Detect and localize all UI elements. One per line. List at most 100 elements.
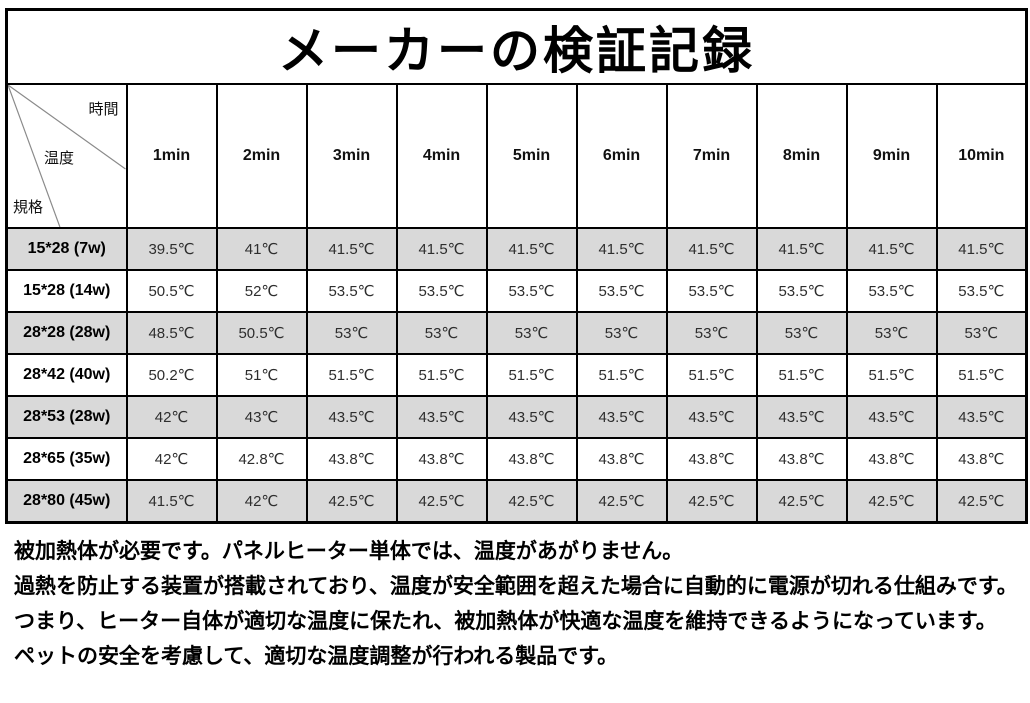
temp-cell: 53.5℃: [305, 269, 398, 313]
corner-header-cell: 時間 温度 規格: [5, 83, 128, 229]
column-header-4min: 4min: [395, 83, 488, 229]
temp-cell: 42℃: [125, 437, 218, 481]
temp-cell: 50.2℃: [125, 353, 218, 397]
temp-cell: 53.5℃: [575, 269, 668, 313]
note-line-2: 過熱を防止する装置が搭載されており、温度が安全範囲を超えた場合に自動的に電源が切…: [14, 575, 1018, 598]
temp-cell: 43.8℃: [485, 437, 578, 481]
temp-cell: 42.5℃: [665, 479, 758, 523]
note-line-4: ペットの安全を考慮して、適切な温度調整が行われる製品です。: [14, 645, 619, 668]
column-header-3min: 3min: [305, 83, 398, 229]
row-spec-label: 15*28 (7w): [5, 227, 128, 271]
temp-cell: 53.5℃: [485, 269, 578, 313]
temp-cell: 43.5℃: [935, 395, 1028, 439]
row-spec-label: 28*28 (28w): [5, 311, 128, 355]
temp-cell: 52℃: [215, 269, 308, 313]
temp-cell: 53.5℃: [665, 269, 758, 313]
temp-cell: 42℃: [125, 395, 218, 439]
temp-cell: 41.5℃: [755, 227, 848, 271]
temp-cell: 43.8℃: [935, 437, 1028, 481]
temp-cell: 51.5℃: [575, 353, 668, 397]
row-spec-label: 28*80 (45w): [5, 479, 128, 523]
temp-cell: 50.5℃: [125, 269, 218, 313]
temp-cell: 41.5℃: [485, 227, 578, 271]
temp-cell: 42.5℃: [755, 479, 848, 523]
corner-spec-label: 規格: [13, 199, 44, 216]
table-row: 15*28 (14w) 50.5℃ 52℃ 53.5℃ 53.5℃ 53.5℃ 53.5℃ 5…: [5, 269, 1028, 313]
row-spec-label: 15*28 (14w): [5, 269, 128, 313]
temp-cell: 53.5℃: [395, 269, 488, 313]
temp-cell: 51.5℃: [305, 353, 398, 397]
temp-cell: 43.5℃: [305, 395, 398, 439]
diagonal-divider-lines: [8, 86, 125, 226]
column-header-10min: 10min: [935, 83, 1028, 229]
column-header-8min: 8min: [755, 83, 848, 229]
table-row: 28*53 (28w) 42℃ 43℃ 43.5℃ 43.5℃ 43.5℃ 43.5℃ 43.…: [5, 395, 1028, 439]
temp-cell: 43.5℃: [485, 395, 578, 439]
temp-cell: 42.5℃: [485, 479, 578, 523]
column-header-7min: 7min: [665, 83, 758, 229]
temp-cell: 43.8℃: [305, 437, 398, 481]
temp-cell: 43.8℃: [755, 437, 848, 481]
page-title: メーカーの検証記録: [5, 8, 1028, 85]
temp-cell: 41.5℃: [575, 227, 668, 271]
temp-cell: 43.8℃: [665, 437, 758, 481]
title-row: メーカーの検証記録: [5, 8, 1028, 85]
header-row: 時間 温度 規格 1min 2min 3min 4min 5min 6min 7min 8mi…: [5, 83, 1028, 229]
table-row: 28*65 (35w) 42℃ 42.8℃ 43.8℃ 43.8℃ 43.8℃ 43.8℃ 4…: [5, 437, 1028, 481]
temp-cell: 51.5℃: [935, 353, 1028, 397]
temp-cell: 41.5℃: [395, 227, 488, 271]
temp-cell: 42.5℃: [935, 479, 1028, 523]
temp-cell: 43.5℃: [575, 395, 668, 439]
table-row: 28*28 (28w) 48.5℃ 50.5℃ 53℃ 53℃ 53℃ 53℃ 53℃ 53℃ 5…: [5, 311, 1028, 355]
temp-cell: 42℃: [215, 479, 308, 523]
temp-cell: 51.5℃: [395, 353, 488, 397]
temp-cell: 43.5℃: [395, 395, 488, 439]
temp-cell: 42.5℃: [305, 479, 398, 523]
temp-cell: 53.5℃: [845, 269, 938, 313]
verification-table: メーカーの検証記録 時間 温度 規格 1min 2min 3min 4min 5min 6…: [5, 8, 1029, 524]
temp-cell: 53℃: [665, 311, 758, 355]
temp-cell: 51.5℃: [485, 353, 578, 397]
temp-cell: 53℃: [755, 311, 848, 355]
column-header-6min: 6min: [575, 83, 668, 229]
temp-cell: 53℃: [935, 311, 1028, 355]
column-header-9min: 9min: [845, 83, 938, 229]
temp-cell: 48.5℃: [125, 311, 218, 355]
temp-cell: 42.5℃: [845, 479, 938, 523]
temp-cell: 51.5℃: [665, 353, 758, 397]
corner-time-label: 時間: [88, 101, 119, 118]
temp-cell: 53.5℃: [935, 269, 1028, 313]
temp-cell: 50.5℃: [215, 311, 308, 355]
temp-cell: 41.5℃: [845, 227, 938, 271]
temp-cell: 41.5℃: [305, 227, 398, 271]
temp-cell: 42.8℃: [215, 437, 308, 481]
temp-cell: 41.5℃: [665, 227, 758, 271]
row-spec-label: 28*65 (35w): [5, 437, 128, 481]
temp-cell: 53℃: [575, 311, 668, 355]
temp-cell: 43.5℃: [845, 395, 938, 439]
column-header-5min: 5min: [485, 83, 578, 229]
table-row: 28*42 (40w) 50.2℃ 51℃ 51.5℃ 51.5℃ 51.5℃ 51.5℃ 5…: [5, 353, 1028, 397]
temp-cell: 53℃: [305, 311, 398, 355]
temp-cell: 43.8℃: [845, 437, 938, 481]
temp-cell: 51.5℃: [755, 353, 848, 397]
table-row: 28*80 (45w) 41.5℃ 42℃ 42.5℃ 42.5℃ 42.5℃ 42.5℃ 4…: [5, 479, 1028, 523]
table-row: 15*28 (7w) 39.5℃ 41℃ 41.5℃ 41.5℃ 41.5℃ 41.5℃ 41…: [5, 227, 1028, 271]
temp-cell: 53℃: [395, 311, 488, 355]
temp-cell: 41.5℃: [935, 227, 1028, 271]
note-line-3: つまり、ヒーター自体が適切な温度に保たれ、被加熱体が快適な温度を維持できるように…: [14, 610, 997, 633]
temp-cell: 42.5℃: [395, 479, 488, 523]
temp-cell: 53.5℃: [755, 269, 848, 313]
temp-cell: 53℃: [485, 311, 578, 355]
notes-section: 被加熱体が必要です。パネルヒーター単体では、温度があがりません。 過熱を防止する…: [14, 534, 1022, 674]
temp-cell: 43.5℃: [665, 395, 758, 439]
corner-temp-label: 温度: [44, 150, 75, 167]
temp-cell: 51.5℃: [845, 353, 938, 397]
column-header-2min: 2min: [215, 83, 308, 229]
temp-cell: 41℃: [215, 227, 308, 271]
temp-cell: 41.5℃: [125, 479, 218, 523]
temp-cell: 39.5℃: [125, 227, 218, 271]
temp-cell: 43.8℃: [395, 437, 488, 481]
row-spec-label: 28*53 (28w): [5, 395, 128, 439]
